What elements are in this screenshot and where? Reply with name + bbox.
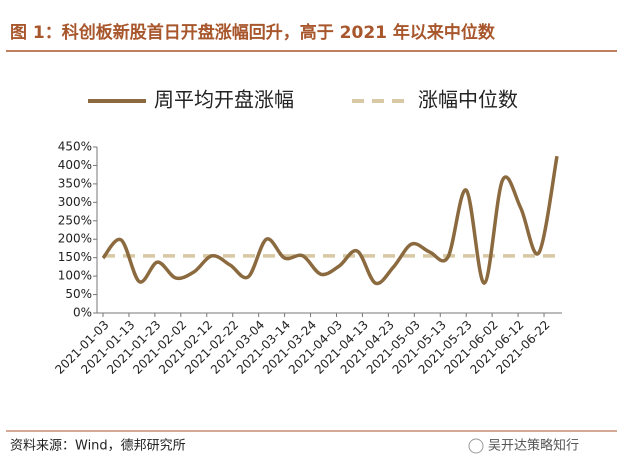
y-tick-label: 50%	[65, 287, 92, 301]
y-tick-label: 100%	[58, 269, 92, 283]
y-tick-label: 350%	[58, 176, 92, 190]
legend-label: 周平均开盘涨幅	[154, 88, 294, 112]
y-tick-label: 450%	[58, 140, 92, 154]
watermark-icon	[468, 438, 484, 454]
source: 资料来源：Wind，德邦研究所	[10, 439, 186, 454]
chart-title: 图 1：科创板新股首日开盘涨幅回升，高于 2021 年以来中位数	[10, 22, 496, 43]
y-tick-label: 400%	[58, 158, 92, 172]
y-tick-label: 250%	[58, 213, 92, 227]
series-line	[101, 155, 559, 286]
y-tick-label: 200%	[58, 232, 92, 246]
y-tick-label: 300%	[58, 195, 92, 209]
y-tick-label: 0%	[73, 306, 92, 320]
watermark: 吴开达策略知行	[488, 438, 579, 454]
legend-label: 涨幅中位数	[418, 88, 518, 112]
y-tick-label: 150%	[58, 250, 92, 264]
